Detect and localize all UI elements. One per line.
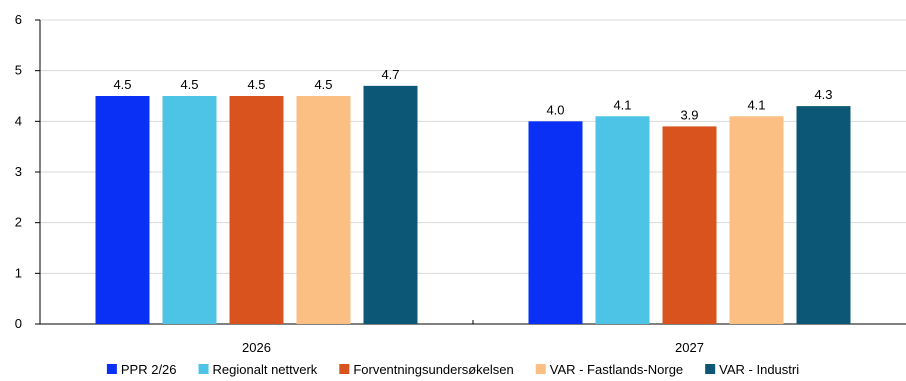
bar	[796, 106, 851, 324]
y-tick-label: 6	[15, 12, 22, 27]
legend-swatch	[198, 364, 209, 374]
bar	[229, 96, 284, 324]
data-label: 4.5	[314, 77, 332, 92]
bar	[162, 96, 217, 324]
bar	[729, 116, 784, 325]
y-tick-label: 4	[15, 113, 22, 128]
data-labels: 4.5 4.5 4.5 4.5 4.7 4.0 4.1 3.9 4.1 4.3	[113, 67, 832, 123]
data-label: 4.1	[747, 97, 765, 112]
y-tick-label: 3	[15, 164, 22, 179]
data-label: 4.7	[381, 67, 399, 82]
bar	[296, 96, 351, 324]
legend-label: Regionalt nettverk	[213, 362, 318, 377]
data-label: 4.5	[247, 77, 265, 92]
legend-label: PPR 2/26	[121, 362, 177, 377]
data-label: 4.5	[180, 77, 198, 92]
legend-label: Forventningsundersøkelsen	[353, 362, 513, 377]
y-tick-label: 2	[15, 215, 22, 230]
y-tick-label: 0	[15, 316, 22, 331]
data-label: 4.0	[546, 102, 564, 117]
y-tick-label: 5	[15, 63, 22, 78]
y-tick-label: 1	[15, 265, 22, 280]
data-label: 4.1	[613, 97, 631, 112]
bar	[662, 126, 717, 325]
legend-swatch	[106, 364, 117, 374]
data-label: 4.5	[113, 77, 131, 92]
bar	[595, 116, 650, 325]
x-tick-label: 2026	[242, 340, 271, 355]
bar	[95, 96, 150, 324]
legend-label: VAR - Fastlands-Norge	[550, 362, 683, 377]
data-label: 4.3	[814, 87, 832, 102]
legend: PPR 2/26 Regionalt nettverk Forventningsun…	[106, 362, 799, 377]
bar	[363, 85, 418, 324]
legend-swatch	[705, 364, 716, 374]
x-tick-label: 2027	[675, 340, 704, 355]
legend-swatch	[339, 364, 350, 374]
bar	[528, 121, 583, 324]
legend-label: VAR - Industri	[719, 362, 799, 377]
data-label: 3.9	[680, 107, 698, 122]
bars	[95, 85, 851, 325]
legend-swatch	[535, 364, 546, 374]
